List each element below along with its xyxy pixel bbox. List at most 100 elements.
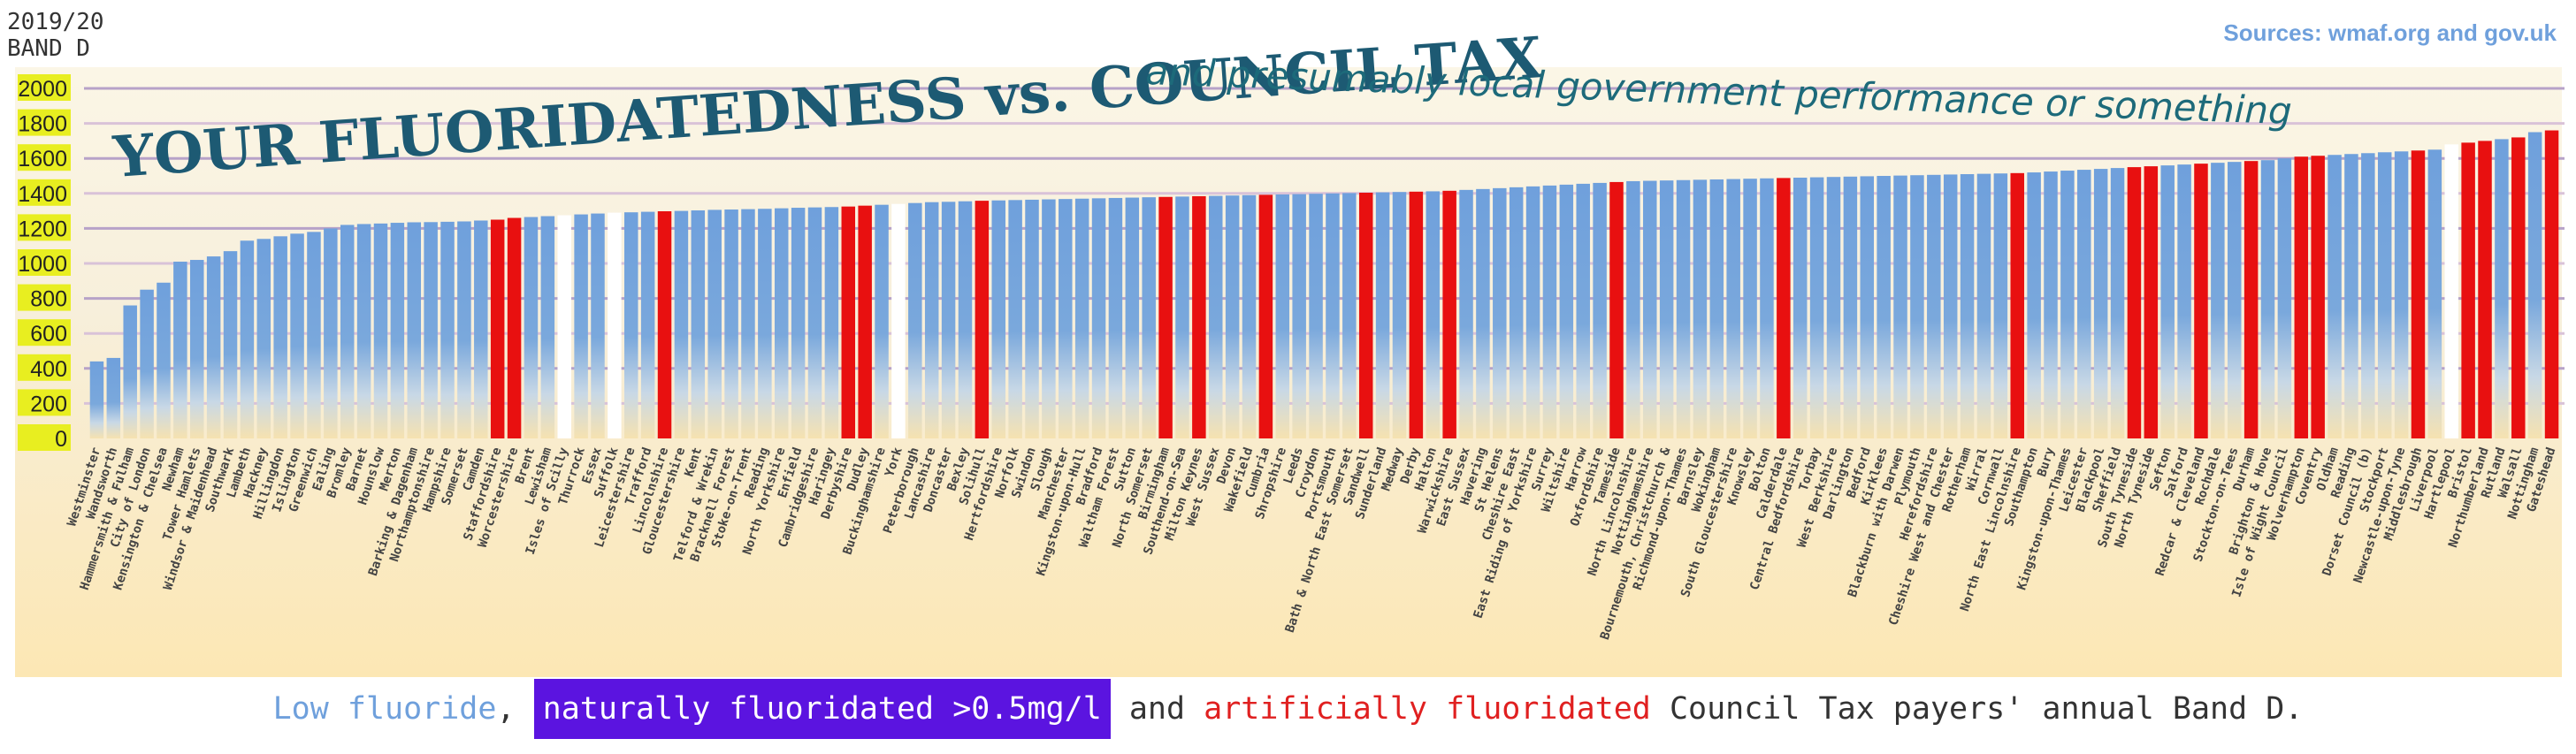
bar-low — [791, 208, 806, 439]
bar-low — [1375, 192, 1390, 439]
bar-artificial — [2511, 137, 2526, 438]
legend-natural-fluoride: naturally fluoridated >0.5mg/l — [534, 679, 1111, 739]
y-tick-label: 0 — [55, 427, 67, 452]
bar-artificial — [490, 219, 505, 438]
bar-low — [1659, 180, 1674, 438]
y-tick-background — [18, 284, 71, 311]
bar-low — [1877, 176, 1891, 438]
bar-low — [307, 232, 321, 438]
bar-artificial — [2461, 142, 2475, 438]
bar-low — [1760, 178, 1774, 438]
bar-low — [1225, 195, 1240, 438]
bar-low — [2211, 163, 2225, 438]
bar-low — [1493, 187, 1507, 439]
bar-low — [1042, 199, 1056, 438]
bar-low — [1326, 193, 1340, 439]
legend-caption: Low fluoride, naturally fluoridated >0.5… — [0, 691, 2576, 727]
bar-low — [524, 217, 539, 438]
bar-low — [1292, 194, 1306, 438]
chart-subtitle: and presumably local government performa… — [1145, 50, 2293, 133]
bar-natural — [557, 215, 571, 438]
y-tick-background — [18, 424, 71, 451]
bar-artificial — [2010, 172, 2024, 438]
chart-title: YOUR FLUORIDATEDNESS vs. COUNCIL TAX — [111, 25, 1545, 191]
bar-low — [1976, 173, 1991, 438]
bar-low — [2077, 170, 2091, 438]
bar-low — [1125, 197, 1140, 439]
bar-low — [1509, 187, 1524, 438]
bar-low — [2527, 132, 2542, 438]
bar-low — [1209, 195, 1223, 438]
bar-low — [223, 251, 238, 438]
bar-low — [2277, 158, 2292, 438]
bar-low — [240, 240, 255, 438]
bar-low — [1426, 191, 1440, 439]
y-tick-label: 400 — [30, 357, 67, 382]
bar-low — [758, 209, 772, 438]
bar-artificial — [1358, 193, 1373, 438]
bar-low — [1993, 173, 2008, 439]
bar-artificial — [2411, 150, 2426, 439]
bar-low — [1626, 180, 1640, 438]
bar-low — [2394, 151, 2409, 438]
bar-low — [2044, 171, 2058, 439]
bar-low — [1960, 174, 1975, 438]
bar-low — [157, 282, 171, 438]
bar-low — [624, 212, 638, 438]
y-tick-label: 1400 — [18, 182, 67, 207]
bar-low — [1309, 194, 1323, 438]
bar-low — [2160, 165, 2175, 438]
y-tick-label: 1000 — [18, 252, 67, 277]
bar-artificial — [1158, 196, 1173, 438]
y-tick-background — [18, 354, 71, 381]
bar-low — [908, 202, 922, 438]
bar-low — [273, 236, 287, 438]
bar-low — [89, 361, 104, 438]
bar-low — [256, 239, 271, 438]
bar-low — [540, 216, 555, 438]
bar-low — [1559, 184, 1574, 438]
bar-low — [1542, 185, 1557, 438]
y-axis-ticks: 0 200 400 600 800 1000 1200 1400 1600 1800 2000 — [18, 74, 71, 452]
bar-low — [206, 256, 221, 438]
bar-low — [2427, 149, 2442, 439]
y-tick-label: 200 — [30, 392, 67, 416]
bar-artificial — [507, 217, 522, 438]
bar-low — [2344, 154, 2358, 438]
bar-low — [774, 208, 789, 438]
bar-low — [140, 289, 154, 438]
bar-low — [2495, 139, 2509, 439]
bar-low — [2110, 168, 2125, 438]
bar-low — [1676, 179, 1691, 438]
bar-low — [340, 225, 355, 438]
y-tick-background — [18, 389, 71, 416]
bar-low — [290, 233, 304, 438]
year-band-label: 2019/20 BAND D — [7, 9, 104, 62]
bar-low — [1142, 197, 1156, 438]
bar-low — [1342, 193, 1357, 438]
bar-low — [2177, 164, 2191, 438]
bar-artificial — [1409, 191, 1424, 438]
bar-low — [1392, 192, 1407, 438]
bar-low — [1593, 182, 1607, 439]
bar-low — [1943, 174, 1958, 439]
bar-artificial — [1609, 181, 1624, 438]
bar-low — [741, 209, 755, 438]
y-tick-background — [18, 144, 71, 171]
bar-artificial — [858, 205, 872, 438]
bar-low — [591, 213, 605, 438]
bar-low — [2027, 172, 2041, 439]
bar-low — [991, 200, 1005, 438]
bar-low — [1826, 177, 1841, 438]
bar-low — [1459, 189, 1473, 438]
bar-low — [1860, 176, 1875, 438]
bar-low — [1008, 200, 1022, 438]
bar-low — [1025, 199, 1039, 438]
bar-artificial — [2544, 130, 2559, 438]
bar-low — [1910, 175, 1924, 438]
bar-artificial — [2478, 141, 2492, 438]
bar-low — [1576, 183, 1590, 438]
bar-artificial — [2144, 166, 2159, 439]
y-tick-background — [18, 74, 71, 101]
